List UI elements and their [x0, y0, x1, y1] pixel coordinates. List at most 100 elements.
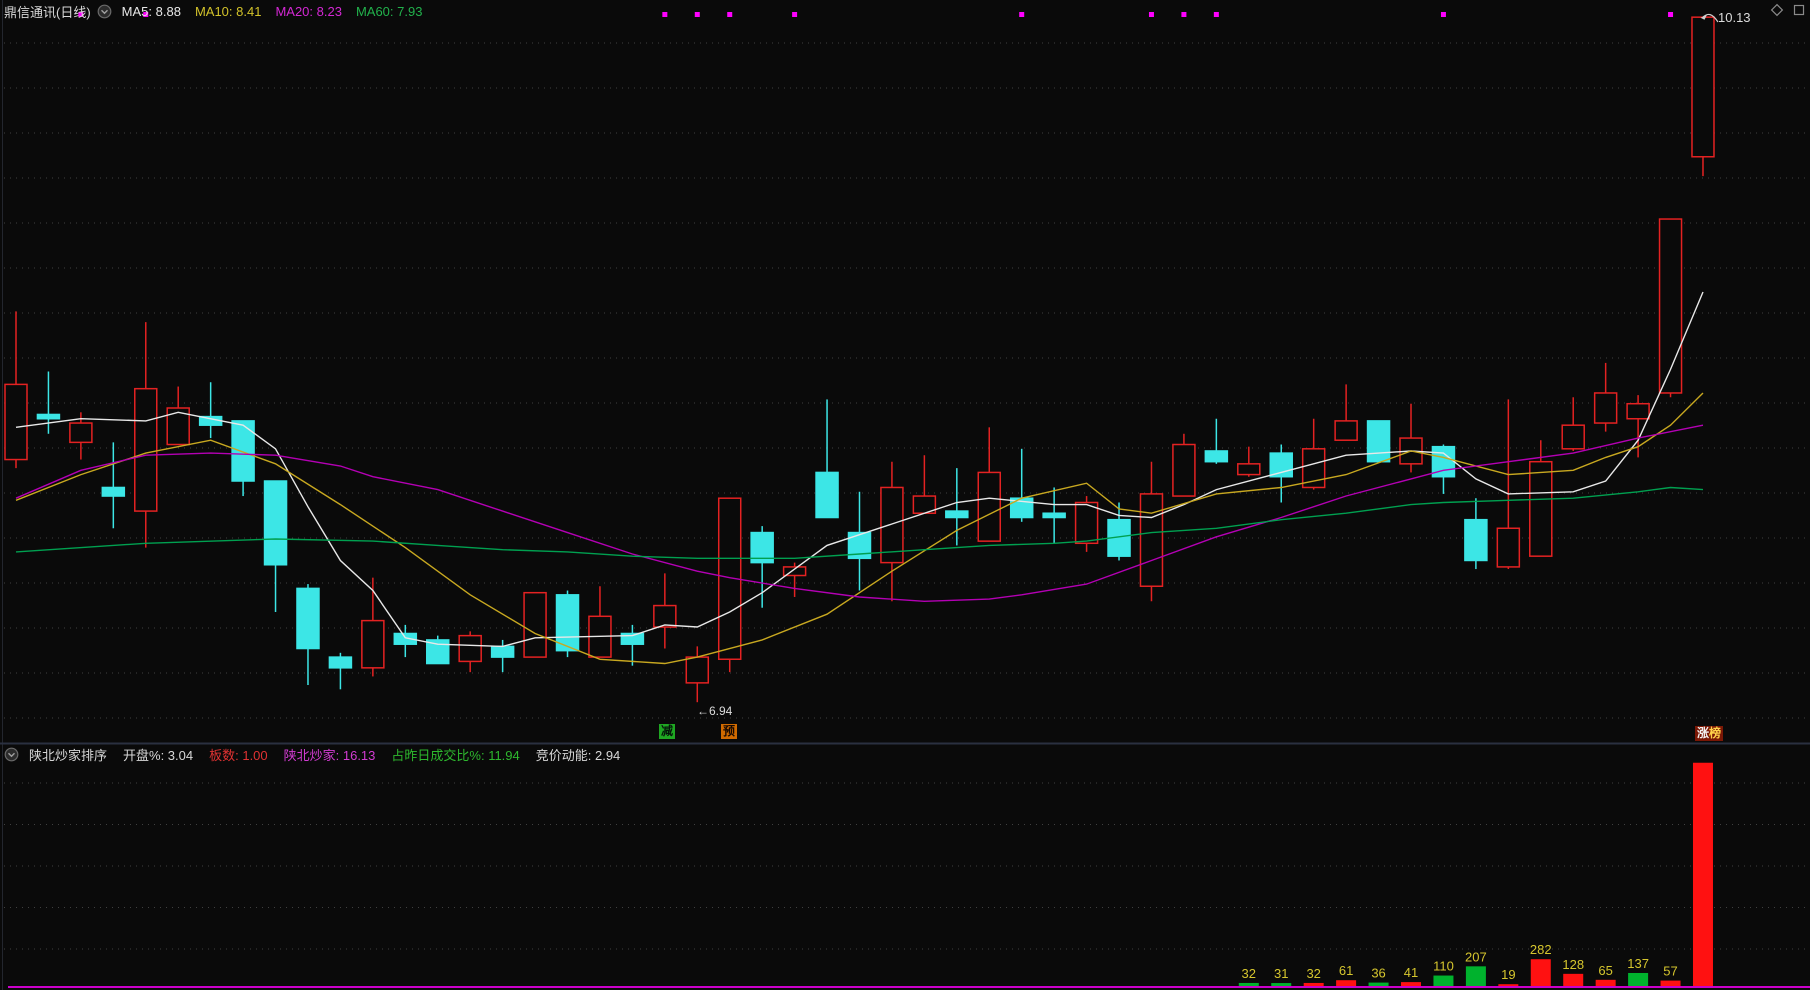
candle: [1464, 498, 1488, 570]
indicator-bar: [1271, 983, 1292, 986]
candle: [263, 480, 288, 613]
candle: [1626, 395, 1650, 458]
candle: [1593, 362, 1618, 432]
signal-dot: [792, 12, 798, 17]
indicator-bar: [1368, 982, 1389, 986]
square-icon[interactable]: [1792, 3, 1806, 17]
candle: [4, 311, 28, 469]
indicator-bar-series: 32 31 32 61 36 41 110 207 19 282 128 65 137 57: [8, 762, 1810, 988]
signal-dot: [662, 12, 668, 17]
indicator-board-num: 板数: 1.00: [209, 747, 268, 763]
candle: [425, 635, 450, 665]
candle: [296, 584, 320, 686]
collapse-panel-button[interactable]: [97, 4, 112, 19]
candle: [880, 461, 904, 602]
indicator-bar: [1336, 980, 1357, 986]
indicator-bar: [1465, 966, 1486, 986]
candle: [815, 399, 839, 519]
candle: [1269, 444, 1293, 503]
ma-line-ma60: [15, 486, 1704, 559]
indicator-bar-value: 32: [1306, 966, 1320, 981]
candle: [1107, 502, 1131, 561]
candle: [101, 442, 126, 529]
indicator-panel-header: 陕北炒家排序 开盘%: 3.04 板数: 1.00 陕北炒家: 16.13 占昨…: [4, 745, 636, 763]
candle: [1658, 218, 1683, 398]
candle: [1561, 397, 1585, 451]
chevron-down-circle-icon: [4, 747, 19, 761]
candle: [750, 526, 774, 608]
indicator-bar: [1303, 982, 1324, 986]
candle: [1204, 418, 1229, 464]
window-corner-icons: [1770, 3, 1806, 17]
indicator-bar: [1530, 959, 1551, 986]
indicator-bar: [1563, 973, 1584, 986]
indicator-bar: [1238, 982, 1259, 986]
signal-dot: [1213, 12, 1219, 17]
signal-dots: [78, 12, 1674, 17]
candle: [620, 624, 645, 666]
collapse-indicator-button[interactable]: [4, 747, 19, 762]
indicator-bar-value: 128: [1562, 957, 1584, 972]
candle: [1074, 496, 1099, 552]
candle: [588, 586, 612, 658]
signal-dot: [1668, 12, 1674, 17]
candle: [1529, 440, 1553, 557]
candle: [653, 573, 677, 649]
limit-up-board-badge: 涨榜: [1695, 726, 1724, 741]
candle: [1366, 420, 1391, 463]
indicator-ratio: 占昨日成交比%: 11.94: [391, 747, 520, 763]
signal-dot: [694, 12, 700, 17]
forecast-event-badge: 预: [721, 724, 738, 739]
candle: [1172, 433, 1196, 497]
signal-dot: [1181, 12, 1187, 17]
ma5-legend: MA5: 8.88: [121, 3, 181, 19]
signal-dot: [1148, 12, 1154, 17]
candle: [523, 591, 547, 658]
indicator-bar-value: 110: [1433, 959, 1454, 974]
candle: [198, 382, 223, 439]
badge-char: 涨: [1697, 726, 1710, 740]
indicator-bar-value: 137: [1627, 956, 1649, 971]
indicator-bar-value: 36: [1371, 966, 1385, 981]
indicator-open-pct: 开盘%: 3.04: [123, 747, 194, 763]
high-pointer-arrow-icon: [1700, 13, 1719, 23]
candle: [1691, 16, 1715, 177]
candle: [1334, 384, 1358, 441]
indicator-title: 陕北炒家排序: [29, 747, 108, 763]
ma-line-ma20: [15, 424, 1704, 603]
candle: [134, 322, 158, 548]
signal-dot: [1019, 12, 1025, 17]
indicator-bar: [1595, 979, 1616, 986]
chevron-down-circle-icon: [97, 4, 112, 18]
ma-line-ma5: [15, 291, 1704, 648]
signal-dot: [78, 12, 84, 17]
stock-title: 鼎信通讯(日线): [4, 4, 91, 20]
indicator-bar: [1498, 984, 1519, 986]
ma10-legend: MA10: 8.41: [194, 3, 262, 19]
indicator-bar: [1433, 975, 1454, 986]
indicator-bar-value: 207: [1465, 949, 1487, 964]
signal-dot: [727, 12, 733, 17]
candlestick-series: [4, 16, 1715, 703]
indicator-bar: [1660, 980, 1681, 986]
diamond-icon[interactable]: [1770, 3, 1784, 17]
candle: [69, 412, 93, 460]
candle: [977, 427, 1002, 542]
lowest-price-label: ←6.94: [697, 704, 733, 718]
candle: [945, 468, 969, 546]
indicator-momentum: 竞价动能: 2.94: [535, 747, 621, 763]
candle: [1237, 446, 1261, 477]
ma60-legend: MA60: 7.93: [355, 3, 423, 19]
candle: [328, 652, 353, 690]
indicator-bar-value: 19: [1501, 967, 1515, 982]
candle: [782, 562, 807, 597]
indicator-bar-value: 282: [1530, 942, 1552, 957]
main-chart-header: 鼎信通讯(日线) MA5: 8.88 MA10: 8.41 MA20: 8.23…: [4, 2, 436, 20]
indicator-bar-value: 65: [1598, 963, 1612, 978]
ma-line-ma10: [15, 392, 1704, 665]
ma20-legend: MA20: 8.23: [275, 3, 342, 19]
indicator-bar-value: 32: [1242, 966, 1256, 981]
